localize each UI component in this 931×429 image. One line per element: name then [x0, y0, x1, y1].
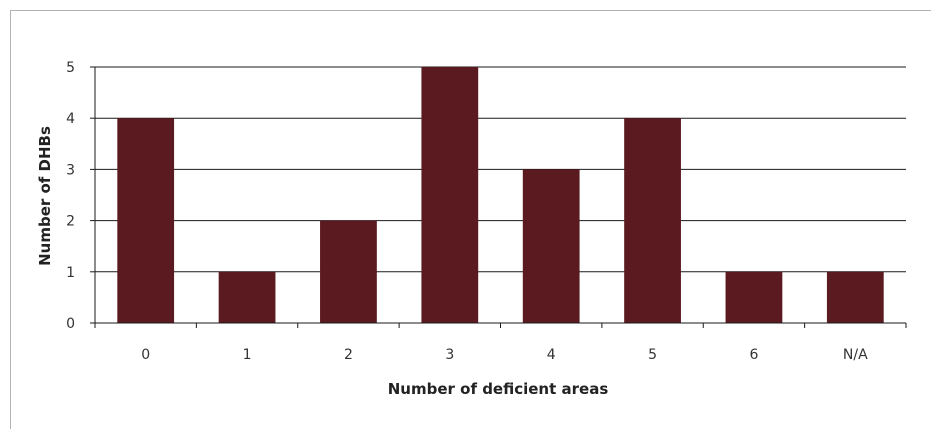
x-tick-label: 1	[243, 347, 252, 363]
y-tick-labels: 0 1 2 3 4 5	[66, 60, 75, 332]
chart-frame	[10, 10, 931, 429]
y-tick-label: 5	[66, 60, 75, 76]
y-tick-label: 1	[66, 265, 75, 281]
bar-6	[725, 271, 783, 323]
bar-na	[826, 271, 884, 323]
x-tick-labels: 0 1 2 3 4 5 6 N/A	[141, 347, 868, 363]
x-tick-label: 3	[445, 347, 454, 363]
bar-2	[320, 220, 377, 323]
x-tick-label: 2	[344, 347, 353, 363]
bar-0	[117, 118, 175, 323]
y-tick-label: 3	[66, 162, 75, 178]
x-axis-title: Number of deficient areas	[388, 380, 609, 398]
x-tick-label: N/A	[843, 347, 868, 363]
y-tick-label: 4	[66, 111, 75, 127]
gridlines	[95, 66, 906, 273]
bar-3	[421, 67, 479, 323]
bars	[117, 67, 884, 323]
x-tick-label: 6	[749, 347, 758, 363]
y-tick-label: 0	[66, 316, 75, 332]
bar-1	[218, 271, 276, 323]
y-axis-title: Number of DHBs	[36, 126, 54, 266]
x-tick-label: 0	[141, 347, 150, 363]
bar-5	[624, 118, 681, 323]
bar-4	[522, 169, 580, 323]
x-tick-label: 5	[648, 347, 657, 363]
axes	[90, 66, 907, 328]
y-tick-label: 2	[66, 214, 75, 230]
x-tick-label: 4	[547, 347, 556, 363]
